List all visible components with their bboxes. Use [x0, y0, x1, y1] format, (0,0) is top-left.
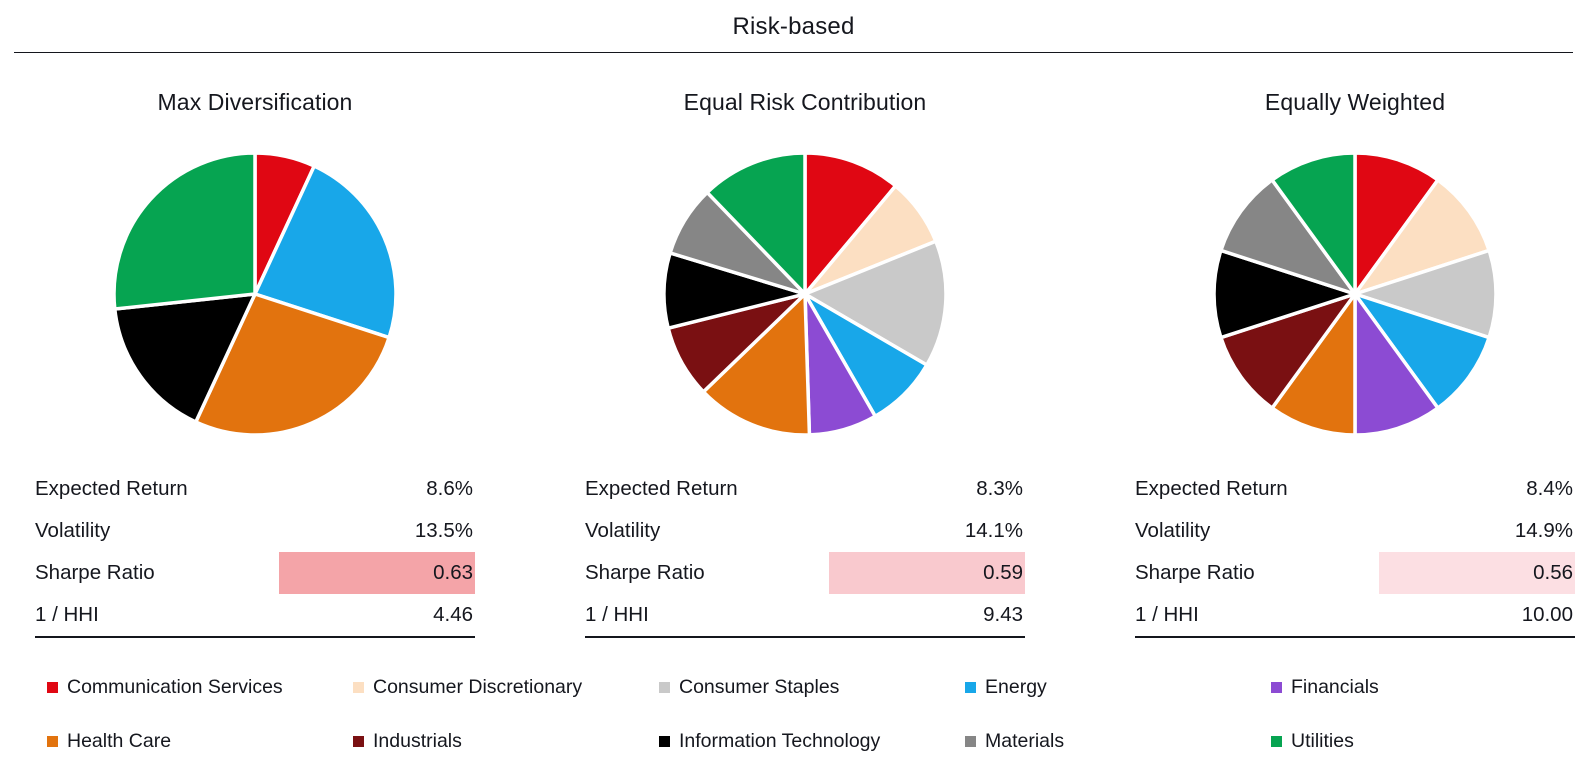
stat-label: 1 / HHI [35, 603, 99, 626]
stat-value: 10.00 [1521, 603, 1573, 626]
legend-swatch-icon [353, 735, 364, 747]
pie-slice-utilities [1270, 151, 1357, 296]
stat-value: 14.9% [1514, 519, 1573, 542]
portfolio-title: Equally Weighted [1264, 89, 1446, 115]
stat-label: Expected Return [1135, 477, 1288, 500]
legend-item-industrials: Industrials [353, 726, 659, 756]
sharpe-highlight-cell: 0.63 [279, 552, 475, 594]
page-title: Risk-based [732, 13, 855, 40]
stat-row-volatility: Volatility 13.5% [35, 510, 475, 552]
sharpe-highlight-cell: 0.56 [1379, 552, 1575, 594]
report-header: Risk-based [14, 0, 1573, 53]
legend-item-materials: Materials [965, 726, 1271, 756]
stat-row-volatility: Volatility 14.1% [585, 510, 1025, 552]
legend-item-consumer-discretionary: Consumer Discretionary [353, 672, 659, 702]
legend-item-energy: Energy [965, 672, 1271, 702]
legend-label: Industrials [373, 729, 462, 752]
portfolio-title: Max Diversification [157, 89, 353, 115]
legend-swatch-icon [1271, 681, 1282, 693]
stat-label: Volatility [35, 519, 111, 542]
legend-swatch-icon [965, 681, 976, 693]
stat-row-sharpe-ratio: Sharpe Ratio 0.63 [35, 552, 475, 594]
legend-swatch-icon [47, 735, 58, 747]
stat-row-inverse-hhi: 1 / HHI 9.43 [585, 594, 1025, 636]
legend-label: Utilities [1291, 729, 1354, 752]
stat-label: Volatility [1135, 519, 1211, 542]
legend-label: Energy [985, 675, 1047, 698]
stat-label: Sharpe Ratio [35, 561, 155, 584]
stat-label: Sharpe Ratio [585, 561, 705, 584]
stat-value: 8.3% [976, 477, 1023, 500]
legend-label: Consumer Discretionary [373, 675, 583, 698]
legend-swatch-icon [965, 735, 976, 747]
legend-swatch-icon [353, 681, 364, 693]
stat-row-volatility: Volatility 14.9% [1135, 510, 1575, 552]
pie-slice-energy [253, 164, 398, 340]
stat-label: Expected Return [585, 477, 738, 500]
pie-chart-2 [1212, 151, 1498, 437]
stat-row-expected-return: Expected Return 8.6% [35, 468, 475, 510]
stat-label: 1 / HHI [585, 603, 649, 626]
legend-item-utilities: Utilities [1271, 726, 1577, 756]
legend-label: Information Technology [679, 729, 881, 752]
stat-label: Expected Return [35, 477, 188, 500]
stat-row-expected-return: Expected Return 8.3% [585, 468, 1025, 510]
legend-item-information-technology: Information Technology [659, 726, 965, 756]
legend-swatch-icon [47, 681, 58, 693]
legend-swatch-icon [659, 735, 670, 747]
legend-item-health-care: Health Care [47, 726, 353, 756]
stat-row-sharpe-ratio: Sharpe Ratio 0.56 [1135, 552, 1575, 594]
legend-label: Consumer Staples [679, 675, 840, 698]
stat-value: 13.5% [414, 519, 473, 542]
pie-slice-health-care [701, 292, 812, 437]
stat-label: Sharpe Ratio [1135, 561, 1255, 584]
pie-slice-communication-services [803, 151, 898, 296]
pie-slice-utilities [705, 151, 807, 296]
portfolio-title: Equal Risk Contribution [683, 89, 927, 115]
sharpe-highlight-cell: 0.59 [829, 552, 1025, 594]
stat-value: 8.6% [426, 477, 473, 500]
portfolio-columns: Max Diversification Expected Return 8.6% V… [0, 53, 1587, 638]
legend-label: Health Care [67, 729, 172, 752]
stat-row-sharpe-ratio: Sharpe Ratio 0.59 [585, 552, 1025, 594]
stat-value: 9.43 [983, 603, 1023, 626]
portfolio-column-max-diversification: Max Diversification Expected Return 8.6% V… [35, 53, 475, 638]
stat-label: Volatility [585, 519, 661, 542]
portfolio-column-equally-weighted: Equally Weighted Expected Return 8.4% Vola… [1135, 53, 1575, 638]
pie-chart-0 [112, 151, 398, 437]
stat-value: 4.46 [433, 603, 473, 626]
stat-label: 1 / HHI [1135, 603, 1199, 626]
stat-row-inverse-hhi: 1 / HHI 10.00 [1135, 594, 1575, 636]
legend-swatch-icon [659, 681, 670, 693]
legend-swatch-icon [1271, 735, 1282, 747]
pie-slice-information-technology [113, 292, 257, 424]
pie-chart-1 [662, 151, 948, 437]
stats-table-2: Expected Return 8.4% Volatility 14.9% Sharpe… [1135, 468, 1575, 638]
legend-item-consumer-staples: Consumer Staples [659, 672, 965, 702]
portfolio-column-equal-risk-contribution: Equal Risk Contribution Expected Return 8… [585, 53, 1025, 638]
stat-row-inverse-hhi: 1 / HHI 4.46 [35, 594, 475, 636]
stat-value: 14.1% [964, 519, 1023, 542]
legend-label: Financials [1291, 675, 1379, 698]
sector-legend: Communication Services Consumer Discretio… [0, 672, 1587, 756]
legend-item-financials: Financials [1271, 672, 1577, 702]
pie-slice-health-care [194, 292, 391, 437]
legend-label: Communication Services [67, 675, 283, 698]
legend-item-communication-services: Communication Services [47, 672, 353, 702]
stats-table-1: Expected Return 8.3% Volatility 14.1% Sharpe… [585, 468, 1025, 638]
pie-slice-utilities [112, 151, 257, 311]
pie-slice-consumer-staples [803, 239, 948, 367]
stat-row-expected-return: Expected Return 8.4% [1135, 468, 1575, 510]
stat-value: 8.4% [1526, 477, 1573, 500]
legend-label: Materials [985, 729, 1065, 752]
stats-table-0: Expected Return 8.6% Volatility 13.5% Sharpe… [35, 468, 475, 638]
